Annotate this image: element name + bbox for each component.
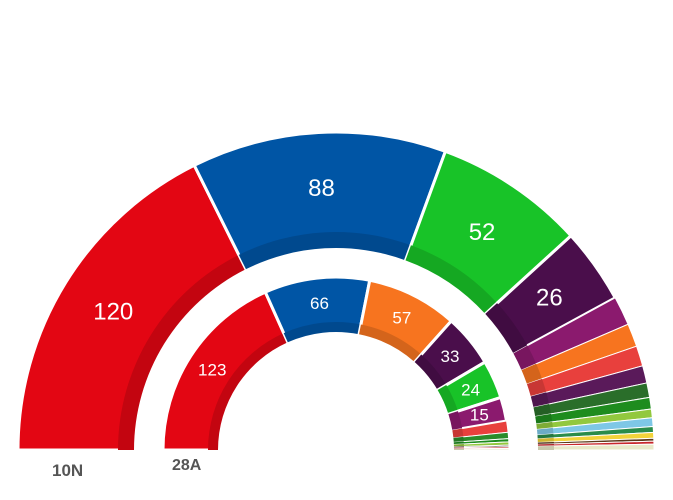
ring-0-segment-16-inner-band	[537, 445, 554, 450]
ring-0-value-label-0: 120	[93, 299, 133, 326]
inner-ring-label: 28A	[172, 457, 202, 474]
ring-1-segment-2-inner-band	[359, 324, 422, 363]
ring-1-segment-4-inner-band	[437, 384, 458, 415]
ring-1-value-label-3: 33	[441, 347, 460, 366]
ring-0-segment-1-inner-band	[238, 232, 411, 270]
ring-1-segment-0-inner-band	[208, 333, 288, 450]
ring-0-segment-0-inner-band	[118, 254, 246, 450]
ring-0-segment-7-inner-band	[530, 392, 550, 408]
ring-0-segment-0	[16, 163, 248, 452]
ring-0-segment-5-inner-band	[521, 363, 543, 385]
ring-1-value-label-0: 123	[198, 360, 226, 379]
ring-1-segment-1-inner-band	[283, 322, 361, 343]
ring-0-value-label-2: 52	[469, 219, 496, 246]
ring-0-segment-8-inner-band	[533, 404, 551, 417]
ring-1-value-label-2: 57	[392, 309, 411, 328]
ring-0-segment-13-inner-band	[537, 437, 554, 443]
ring-0-value-label-1: 88	[308, 175, 335, 202]
ring-0-segment-3-inner-band	[485, 303, 528, 354]
ring-1-segment-6-inner-band	[452, 428, 464, 438]
ring-1-segment-7-inner-band	[453, 436, 464, 443]
ring-1-value-label-5: 15	[470, 406, 489, 425]
ring-0-segment-4-inner-band	[513, 345, 537, 371]
ring-1-segment-5-inner-band	[448, 411, 463, 431]
ring-1-segment-12-inner-band	[453, 448, 464, 450]
ring-0-segment-12-inner-band	[537, 433, 554, 439]
ring-1-segment-3-inner-band	[414, 354, 447, 391]
ring-0-value-label-3: 26	[536, 284, 563, 311]
ring-0-segment-10-inner-band	[536, 421, 553, 430]
ring-0-segment-2-inner-band	[405, 245, 498, 314]
ring-1-value-label-4: 24	[461, 380, 480, 399]
ring-0-segment-11-inner-band	[536, 427, 554, 436]
ring-1-value-label-1: 66	[310, 294, 329, 313]
ring-0-segment-9-inner-band	[535, 413, 553, 424]
ring-0-segment-6-inner-band	[526, 378, 547, 397]
outer-ring-label: 10N	[52, 461, 84, 480]
